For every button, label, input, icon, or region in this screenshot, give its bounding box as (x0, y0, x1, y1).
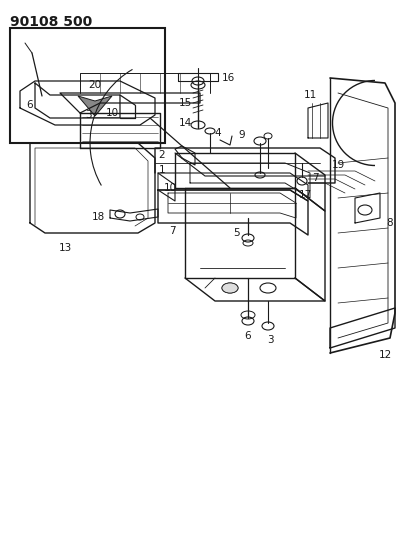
Text: 90108 500: 90108 500 (10, 15, 92, 29)
Text: 10: 10 (105, 108, 119, 118)
Text: 18: 18 (91, 212, 105, 222)
Text: 3: 3 (85, 110, 91, 120)
Text: 20: 20 (89, 80, 102, 90)
Text: 19: 19 (332, 160, 345, 170)
Text: 4: 4 (215, 128, 221, 138)
Text: 7: 7 (312, 173, 318, 183)
Text: 15: 15 (178, 98, 192, 108)
Text: 1: 1 (159, 165, 165, 175)
Text: 2: 2 (159, 150, 165, 160)
Text: 3: 3 (267, 335, 273, 345)
Text: 8: 8 (387, 218, 393, 228)
Text: 11: 11 (303, 90, 317, 100)
Text: 16: 16 (221, 73, 235, 83)
Bar (10, 28, 165, 143)
Text: 13: 13 (58, 243, 72, 253)
Text: 5: 5 (234, 228, 240, 238)
Text: 7: 7 (169, 226, 175, 236)
Text: 10: 10 (164, 183, 177, 193)
Text: 9: 9 (239, 130, 245, 140)
Text: 6: 6 (245, 331, 251, 341)
Text: 6: 6 (27, 100, 33, 110)
Ellipse shape (222, 283, 238, 293)
Text: 17: 17 (298, 190, 312, 200)
Polygon shape (78, 96, 112, 116)
Text: 12: 12 (378, 350, 392, 360)
Text: 14: 14 (178, 118, 192, 128)
